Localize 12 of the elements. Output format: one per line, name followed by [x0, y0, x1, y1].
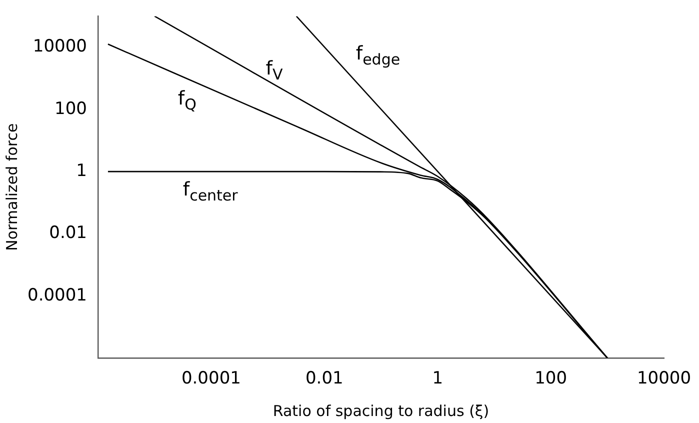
y-tick-label: 0.0001: [28, 285, 87, 306]
x-tick-label: 0.01: [305, 368, 344, 389]
x-tick-label: 100: [534, 368, 568, 389]
x-tick-label: 10000: [636, 368, 692, 389]
y-axis-title: Normalized force: [2, 123, 21, 251]
y-tick-label: 100: [54, 98, 87, 119]
y-tick-label: 10000: [32, 36, 87, 57]
y-tick-label: 0.01: [49, 223, 87, 244]
y-tick-label: 1: [76, 160, 87, 181]
x-tick-label: 1: [432, 368, 444, 389]
x-tick-label: 0.0001: [181, 368, 241, 389]
x-axis-title: Ratio of spacing to radius (ξ): [272, 402, 490, 420]
